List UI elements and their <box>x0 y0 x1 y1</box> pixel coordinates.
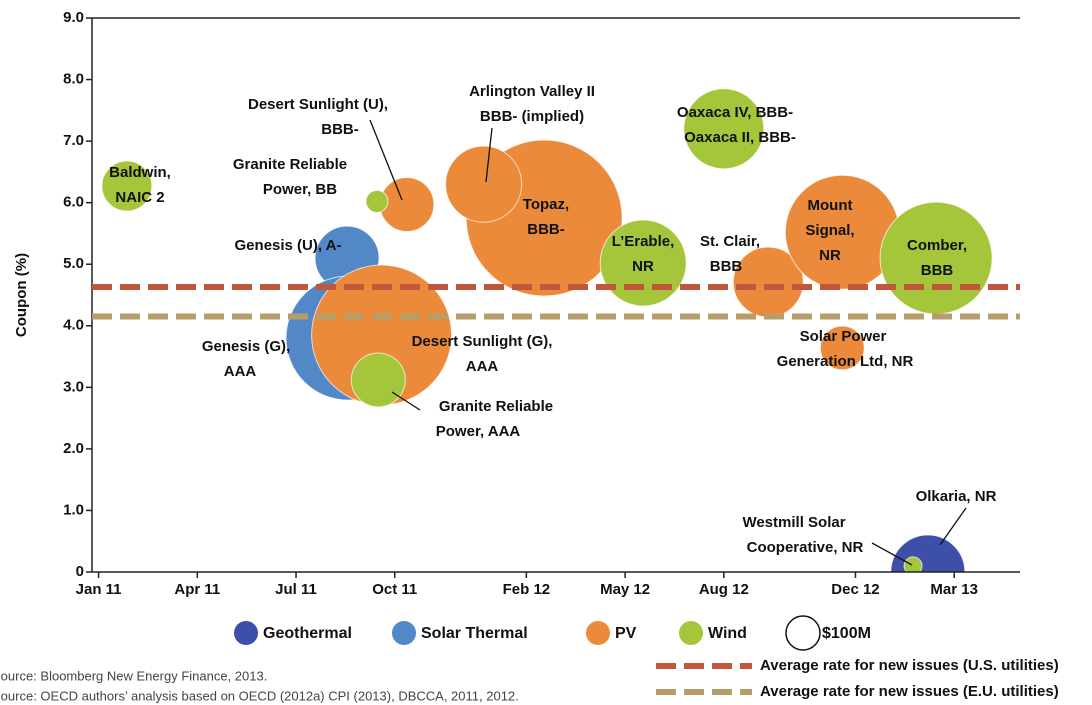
reference-legend-label: Average rate for new issues (U.S. utilit… <box>760 657 1059 674</box>
legend-label: Wind <box>708 625 747 642</box>
bubble-label: BBB <box>710 258 743 275</box>
bubble-label: Solar Power <box>800 328 887 345</box>
y-tick-label: 8.0 <box>63 71 84 88</box>
bubble-label: NR <box>632 258 654 275</box>
plot-area <box>101 88 993 572</box>
bubble-label: Genesis (U), A- <box>235 237 342 254</box>
leader-line <box>871 542 913 566</box>
bubble-label: BBB- <box>527 221 565 238</box>
bubble <box>350 352 406 408</box>
bubble <box>101 160 153 212</box>
bubble-label: AAA <box>224 363 257 380</box>
y-tick-label: 5.0 <box>63 255 84 272</box>
legend-label: Geothermal <box>263 625 352 642</box>
bubble-label: AAA <box>466 358 499 375</box>
x-tick-label: Mar 13 <box>930 581 978 598</box>
bubble-label: Olkaria, NR <box>916 488 997 505</box>
legend-marker <box>679 621 703 645</box>
bubble-label: Topaz, <box>523 196 569 213</box>
x-tick-label: May 12 <box>600 581 650 598</box>
leader-line <box>369 119 403 201</box>
bubble-label: Oaxaca II, BBB- <box>684 129 796 146</box>
leader-line <box>485 127 493 183</box>
legend-marker <box>234 621 258 645</box>
bubble-label: Comber, <box>907 237 967 254</box>
bubble <box>365 189 389 213</box>
y-tick-label: 6.0 <box>63 194 84 211</box>
source-note: Source: OECD authors’ analysis based on … <box>0 688 519 703</box>
y-tick-label: 9.0 <box>63 9 84 26</box>
leader-line <box>939 507 967 546</box>
x-tick-label: Apr 11 <box>174 581 220 598</box>
bubble-label: Granite Reliable <box>233 156 347 173</box>
x-tick-label: Oct 11 <box>372 581 417 598</box>
bubble <box>445 145 523 223</box>
size-legend-marker <box>785 615 821 651</box>
bubble <box>903 556 923 572</box>
bubble-label: Signal, <box>805 222 854 239</box>
bubble-label: BBB- <box>321 121 359 138</box>
bubble-label: L’Erable, <box>612 233 675 250</box>
x-tick-label: Dec 12 <box>831 581 879 598</box>
bubble-label: Westmill Solar <box>742 514 845 531</box>
y-tick-label: 1.0 <box>63 501 84 518</box>
bubble-label: Power, BB <box>263 181 337 198</box>
legend-marker <box>586 621 610 645</box>
reference-legend-label: Average rate for new issues (E.U. utilit… <box>760 683 1059 700</box>
x-tick-label: Jan 11 <box>76 581 122 598</box>
y-tick-label: 4.0 <box>63 317 84 334</box>
bubble-label: BBB <box>921 262 954 279</box>
x-tick-label: Feb 12 <box>503 581 551 598</box>
bubble-label: NAIC 2 <box>115 189 164 206</box>
bubble-label: Genesis (G), <box>202 338 290 355</box>
bubble <box>879 201 993 315</box>
y-tick-label: 0 <box>76 563 84 580</box>
bubble <box>683 88 765 170</box>
size-legend-label: $100M <box>822 625 871 642</box>
y-axis-label: Coupon (%) <box>13 253 30 337</box>
bubble-label: Mount <box>808 197 853 214</box>
leader-line <box>391 391 421 411</box>
x-tick-label: Aug 12 <box>699 581 749 598</box>
legend-label: Solar Thermal <box>421 625 528 642</box>
y-tick-label: 7.0 <box>63 132 84 149</box>
bubble-label: BBB- (implied) <box>480 108 584 125</box>
bubble-label: NR <box>819 247 841 264</box>
x-tick-label: Jul 11 <box>275 581 317 598</box>
bubble-label: Baldwin, <box>109 164 171 181</box>
bubble <box>819 325 865 371</box>
bubble-label: Oaxaca IV, BBB- <box>677 104 793 121</box>
source-note: Source: Bloomberg New Energy Finance, 20… <box>0 668 267 683</box>
legend-label: PV <box>615 625 637 642</box>
bubble-label: Cooperative, NR <box>747 539 864 556</box>
bubble-label: St. Clair, <box>700 233 760 250</box>
y-tick-label: 3.0 <box>63 378 84 395</box>
bubble-label: Arlington Valley II <box>469 83 595 100</box>
bubble-label: Desert Sunlight (U), <box>248 96 388 113</box>
bubble-label: Power, AAA <box>436 423 521 440</box>
bubble-label: Desert Sunlight (G), <box>412 333 553 350</box>
y-tick-label: 2.0 <box>63 440 84 457</box>
bubble-label: Granite Reliable <box>439 398 553 415</box>
bubble-label: Generation Ltd, NR <box>777 353 914 370</box>
legend-marker <box>392 621 416 645</box>
